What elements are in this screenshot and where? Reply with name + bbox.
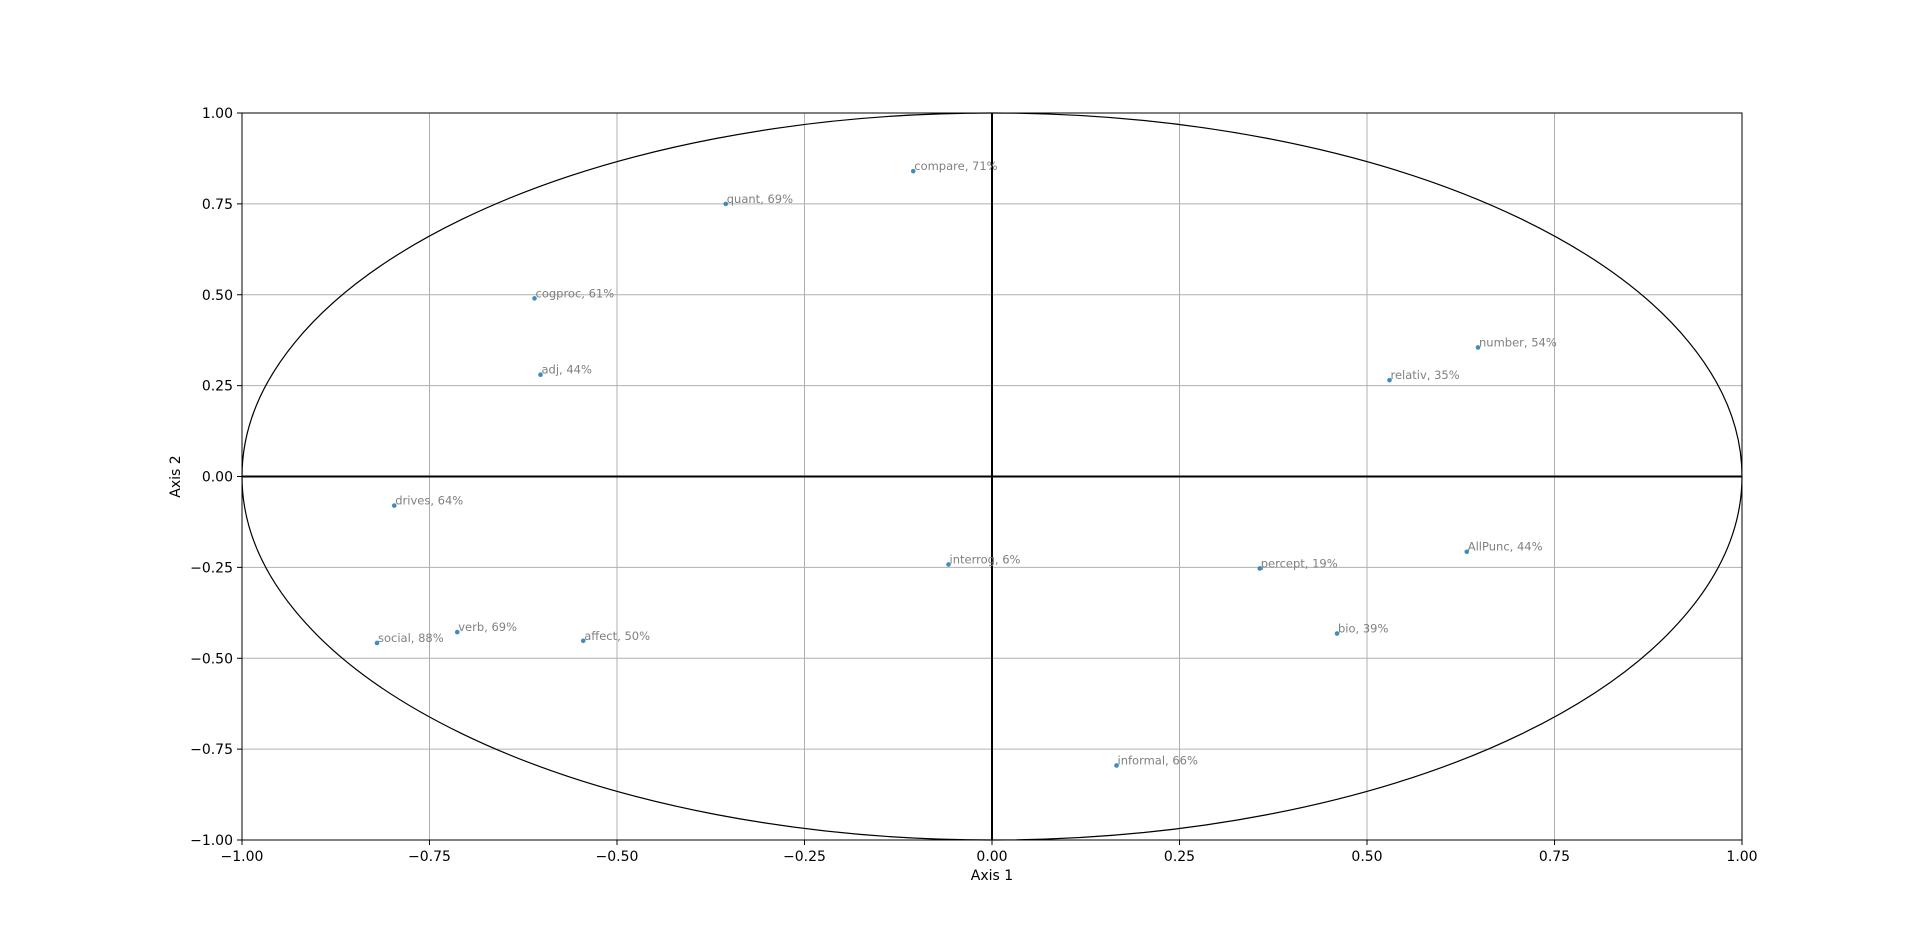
x-tick-label: −0.50 bbox=[596, 849, 639, 865]
y-tick-label: 1.00 bbox=[202, 106, 233, 122]
data-point: adj, 44% bbox=[538, 363, 592, 378]
data-point: compare, 71% bbox=[910, 159, 998, 174]
point-marker bbox=[1257, 566, 1263, 571]
y-tick-label: 0.00 bbox=[202, 470, 233, 486]
point-label: verb, 69% bbox=[458, 620, 517, 634]
point-marker bbox=[1334, 631, 1340, 636]
point-label: drives, 64% bbox=[395, 494, 463, 508]
point-label: social, 88% bbox=[378, 631, 444, 645]
point-label: informal, 66% bbox=[1118, 753, 1198, 767]
point-label: compare, 71% bbox=[914, 159, 997, 173]
y-tick-label: −0.50 bbox=[190, 651, 233, 667]
y-tick-label: 0.25 bbox=[202, 379, 233, 395]
x-tick-label: 1.00 bbox=[1726, 849, 1757, 865]
point-marker bbox=[910, 168, 916, 174]
y-tick-label: 0.50 bbox=[202, 288, 233, 304]
x-tick-label: −0.75 bbox=[408, 849, 451, 865]
x-tick-label: 0.75 bbox=[1539, 849, 1570, 865]
data-point: quant, 69% bbox=[723, 192, 793, 207]
point-label: cogproc, 61% bbox=[536, 286, 615, 300]
point-marker bbox=[532, 296, 537, 301]
y-tick-label: 0.75 bbox=[202, 197, 233, 213]
point-marker bbox=[374, 640, 380, 646]
data-point: number, 54% bbox=[1475, 335, 1557, 350]
point-label: adj, 44% bbox=[542, 363, 592, 377]
tick-marks-and-labels: −1.00 −0.75 −0.50 −0.25 0.00 0.25 0.50 0.75 1.00… bbox=[190, 106, 1757, 865]
point-label: quant, 69% bbox=[727, 192, 793, 206]
point-marker bbox=[538, 372, 543, 378]
data-point: affect, 50% bbox=[580, 629, 650, 644]
x-axis-title: Axis 1 bbox=[971, 868, 1013, 884]
zero-axes bbox=[242, 113, 1742, 840]
y-tick-label: −1.00 bbox=[190, 833, 233, 849]
data-point: social, 88% bbox=[374, 631, 444, 646]
data-point: informal, 66% bbox=[1114, 753, 1198, 768]
x-tick-label: −0.25 bbox=[783, 849, 826, 865]
point-label: number, 54% bbox=[1479, 335, 1557, 349]
point-marker bbox=[391, 503, 397, 508]
point-marker bbox=[723, 201, 729, 207]
point-label: percept, 19% bbox=[1261, 556, 1338, 570]
y-tick-label: −0.75 bbox=[190, 742, 233, 758]
data-points: compare, 71% quant, 69% cogproc, 61% adj, 4… bbox=[374, 159, 1557, 768]
point-marker bbox=[580, 638, 586, 644]
y-tick-label: −0.25 bbox=[190, 560, 233, 576]
data-point: verb, 69% bbox=[454, 620, 517, 635]
point-label: interrog, 6% bbox=[950, 552, 1021, 566]
data-point: interrog, 6% bbox=[946, 552, 1021, 567]
data-point: bio, 39% bbox=[1334, 622, 1388, 636]
point-marker bbox=[454, 629, 460, 635]
point-label: AllPunc, 44% bbox=[1468, 540, 1543, 554]
point-marker bbox=[1464, 549, 1470, 555]
point-marker bbox=[1475, 345, 1481, 350]
x-tick-label: 0.25 bbox=[1164, 849, 1195, 865]
point-label: bio, 39% bbox=[1338, 622, 1388, 636]
x-tick-label: 0.00 bbox=[976, 849, 1007, 865]
x-tick-label: 0.50 bbox=[1351, 849, 1382, 865]
point-marker bbox=[1114, 763, 1119, 768]
point-label: affect, 50% bbox=[584, 629, 650, 643]
y-axis-title: Axis 2 bbox=[168, 455, 184, 497]
point-marker bbox=[1387, 377, 1392, 383]
point-marker bbox=[946, 562, 951, 567]
data-point: drives, 64% bbox=[391, 494, 463, 508]
data-point: percept, 19% bbox=[1257, 556, 1338, 571]
data-point: cogproc, 61% bbox=[532, 286, 615, 301]
data-point: AllPunc, 44% bbox=[1464, 540, 1543, 555]
data-point: relativ, 35% bbox=[1387, 368, 1460, 383]
x-tick-label: −1.00 bbox=[221, 849, 264, 865]
point-label: relativ, 35% bbox=[1391, 368, 1460, 382]
